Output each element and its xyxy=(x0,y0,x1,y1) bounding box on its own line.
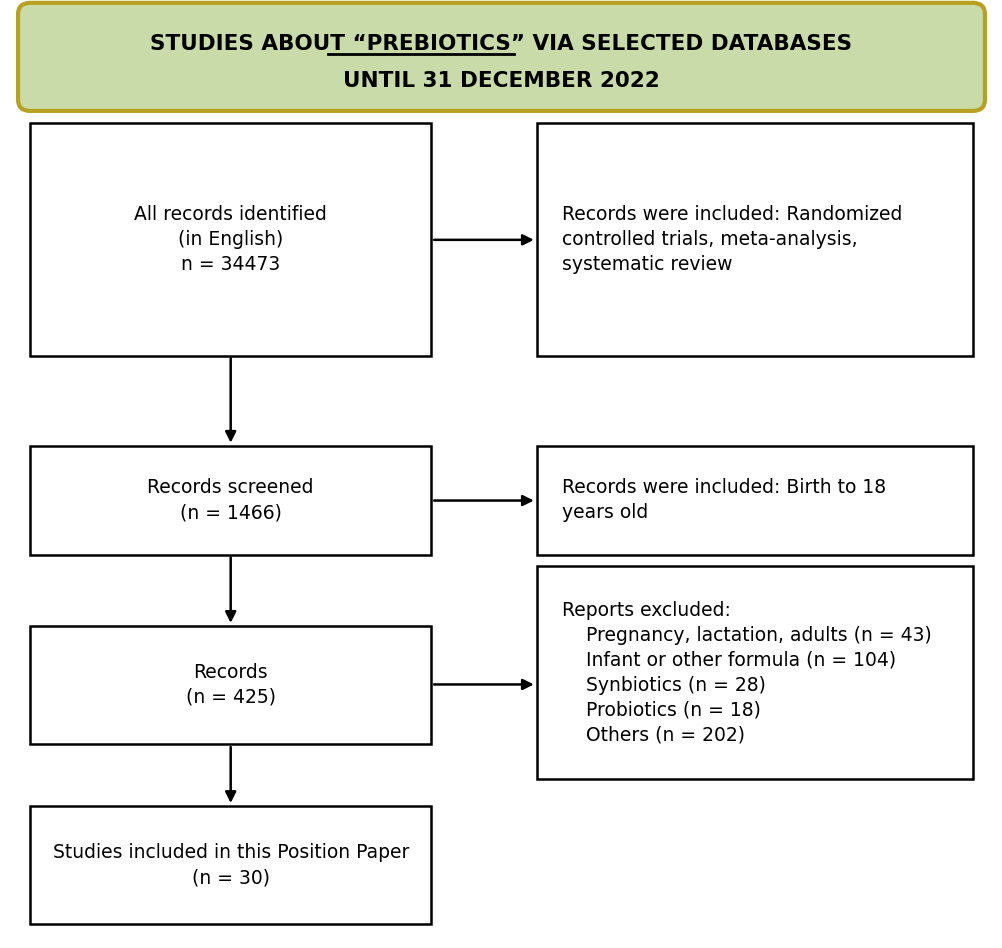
Text: Records were included: Birth to 18
years old: Records were included: Birth to 18 years… xyxy=(561,478,885,522)
FancyBboxPatch shape xyxy=(536,446,972,555)
FancyBboxPatch shape xyxy=(536,123,972,356)
Text: Records screened
(n = 1466): Records screened (n = 1466) xyxy=(147,478,314,522)
FancyBboxPatch shape xyxy=(18,3,984,111)
Text: All records identified
(in English)
n = 34473: All records identified (in English) n = … xyxy=(134,205,327,274)
Text: Reports excluded:
    Pregnancy, lactation, adults (n = 43)
    Infant or other : Reports excluded: Pregnancy, lactation, … xyxy=(561,601,931,744)
Text: Records were included: Randomized
controlled trials, meta-analysis,
systematic r: Records were included: Randomized contro… xyxy=(561,205,901,274)
Text: UNTIL 31 DECEMBER 2022: UNTIL 31 DECEMBER 2022 xyxy=(343,71,659,91)
FancyBboxPatch shape xyxy=(30,626,431,744)
Text: STUDIES ABOUT “PREBIOTICS” VIA SELECTED DATABASES: STUDIES ABOUT “PREBIOTICS” VIA SELECTED … xyxy=(150,34,852,54)
Text: Studies included in this Position Paper
(n = 30): Studies included in this Position Paper … xyxy=(52,843,409,887)
FancyBboxPatch shape xyxy=(536,566,972,779)
FancyBboxPatch shape xyxy=(30,806,431,924)
FancyBboxPatch shape xyxy=(30,123,431,356)
Text: Records
(n = 425): Records (n = 425) xyxy=(185,663,276,707)
FancyBboxPatch shape xyxy=(30,446,431,555)
